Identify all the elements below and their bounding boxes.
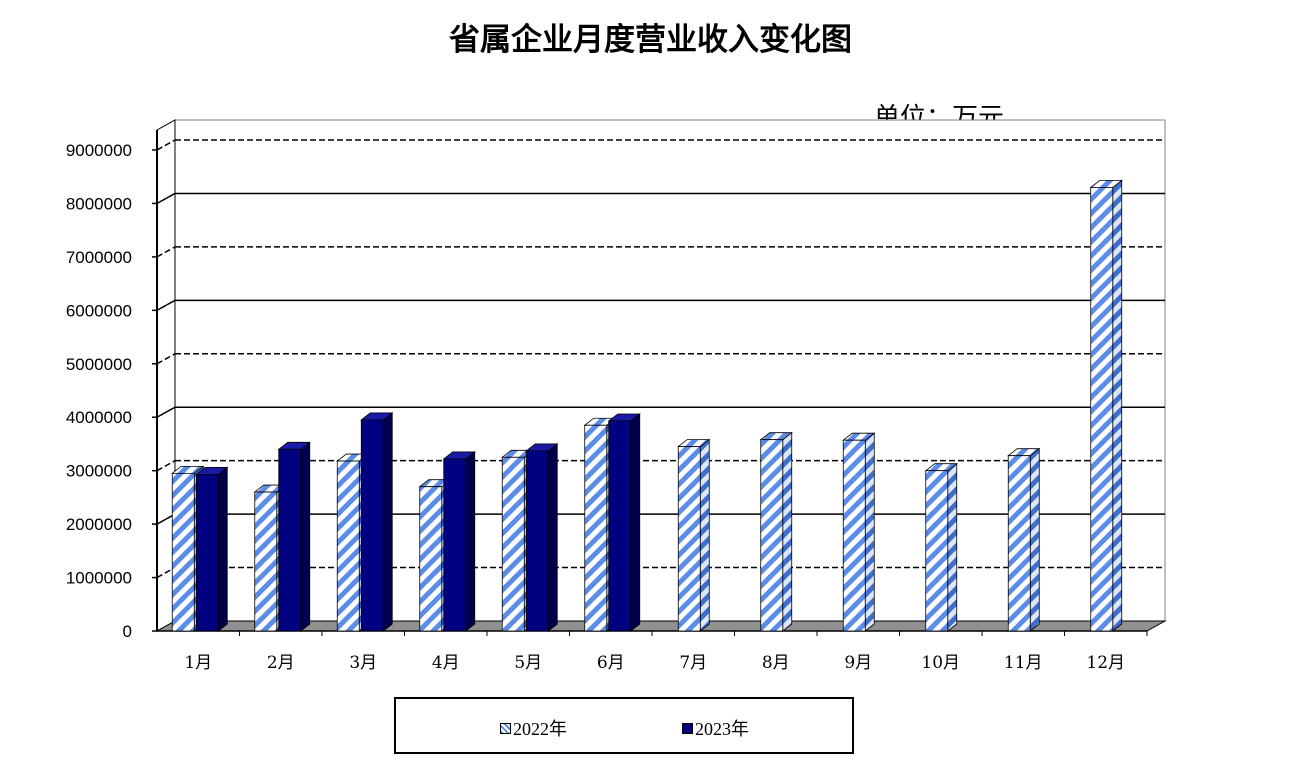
- y-tick-label: 0: [123, 622, 132, 641]
- gridline-side: [156, 460, 176, 472]
- y-tick-label: 9000000: [66, 141, 132, 160]
- bar-2023: [525, 450, 549, 632]
- bar-2023-side: [630, 413, 641, 632]
- bar-2022: [254, 491, 278, 632]
- legend-item-2022: 2022年: [500, 715, 567, 741]
- bar-2022-side: [699, 438, 710, 632]
- bar-2023-side: [465, 451, 476, 632]
- x-tick-label: 4月: [432, 653, 460, 673]
- bar-2023: [360, 419, 384, 632]
- legend: 2022年 2023年: [394, 697, 854, 754]
- bar-2023-side: [547, 443, 558, 632]
- legend-swatch-2022: [500, 722, 511, 734]
- x-tick-label: 6月: [597, 653, 625, 673]
- gridline-side: [156, 406, 176, 418]
- bar-2022-side: [1112, 179, 1123, 632]
- bar-2022-side: [947, 462, 958, 632]
- legend-item-2023: 2023年: [682, 715, 749, 741]
- x-tick-label: 9月: [844, 653, 872, 673]
- y-tick-label: 4000000: [66, 408, 132, 427]
- y-tick-label: 8000000: [66, 194, 132, 213]
- bar-2022: [1007, 455, 1031, 632]
- bar-2022: [336, 460, 360, 632]
- bar-2022: [171, 472, 195, 632]
- x-tick-label: 10月: [921, 653, 960, 673]
- bar-2023-side: [382, 412, 393, 632]
- gridline-side: [156, 139, 176, 151]
- x-tick-label: 2月: [267, 653, 295, 673]
- y-tick-label: 5000000: [66, 355, 132, 374]
- x-tick-label: 8月: [762, 653, 790, 673]
- gridline-side: [156, 246, 176, 258]
- x-tick-label: 5月: [514, 653, 542, 673]
- x-tick-label: 3月: [349, 653, 377, 673]
- y-tick-label: 1000000: [66, 569, 132, 588]
- bar-2022-side: [1029, 447, 1040, 632]
- bar-2022: [501, 456, 525, 632]
- bar-2022: [760, 439, 784, 632]
- bar-2022: [1090, 187, 1114, 632]
- x-tick-label: 1月: [184, 653, 212, 673]
- gridline-side: [156, 192, 176, 205]
- y-tick-label: 7000000: [66, 248, 132, 267]
- gridline-side: [156, 299, 176, 311]
- bar-2023: [278, 448, 302, 632]
- bar-2022: [925, 470, 949, 632]
- bar-2022: [419, 486, 443, 632]
- legend-label-2023: 2023年: [695, 719, 749, 739]
- legend-swatch-2023: [682, 722, 693, 734]
- bar-2022-side: [864, 432, 875, 632]
- x-tick-label: 7月: [679, 653, 707, 673]
- chart-title: 省属企业月度营业收入变化图: [449, 22, 852, 58]
- bar-2023: [443, 458, 467, 632]
- bar-2022: [677, 446, 701, 632]
- y-tick-label: 3000000: [66, 462, 132, 481]
- bar-2023-side: [300, 441, 311, 632]
- x-tick-label: 12月: [1086, 653, 1125, 673]
- bar-2023-side: [217, 466, 228, 632]
- bar-2023: [608, 420, 632, 632]
- bar-2022: [584, 424, 608, 632]
- y-tick-label: 6000000: [66, 301, 132, 320]
- bar-2023: [195, 474, 219, 632]
- legend-label-2022: 2022年: [513, 719, 567, 739]
- gridline-side: [156, 353, 176, 365]
- y-tick-label: 2000000: [66, 515, 132, 534]
- gridline-side: [156, 566, 176, 579]
- x-tick-label: 11月: [1004, 653, 1043, 673]
- bar-2022-side: [782, 431, 793, 632]
- bar-2022: [842, 439, 866, 632]
